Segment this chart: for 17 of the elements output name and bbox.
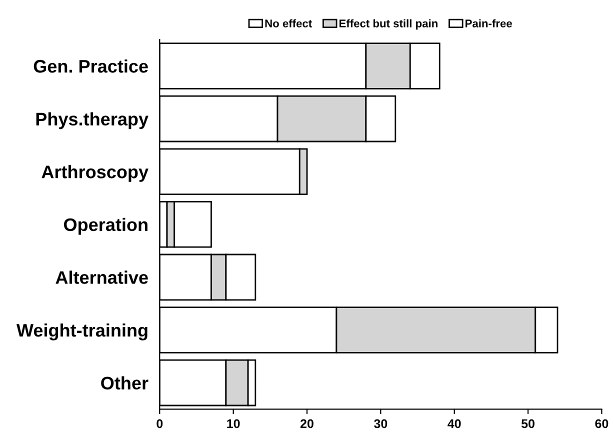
y-tick-label: Arthroscopy bbox=[42, 165, 148, 182]
y-tick-label: Operation bbox=[64, 218, 148, 235]
x-tick-label: 40 bbox=[448, 419, 461, 428]
y-tick-label: Alternative bbox=[56, 270, 148, 284]
x-tick-label: 50 bbox=[521, 419, 534, 428]
y-tick-label: Other bbox=[101, 376, 148, 390]
legend-label: Effect but still pain bbox=[340, 19, 438, 30]
y-tick-label: Phys.therapy bbox=[36, 112, 148, 130]
x-tick-label: 0 bbox=[156, 419, 163, 428]
x-tick-label: 20 bbox=[300, 419, 314, 428]
legend-label: No effect bbox=[265, 19, 312, 28]
x-tick-label: 60 bbox=[595, 419, 608, 428]
x-tick-label: 10 bbox=[227, 419, 240, 428]
y-tick-label: Weight-training bbox=[16, 323, 148, 340]
x-tick-label: 30 bbox=[374, 419, 388, 428]
y-tick-label: Gen. Practice bbox=[34, 59, 148, 73]
legend-label: Pain-free bbox=[466, 19, 512, 28]
